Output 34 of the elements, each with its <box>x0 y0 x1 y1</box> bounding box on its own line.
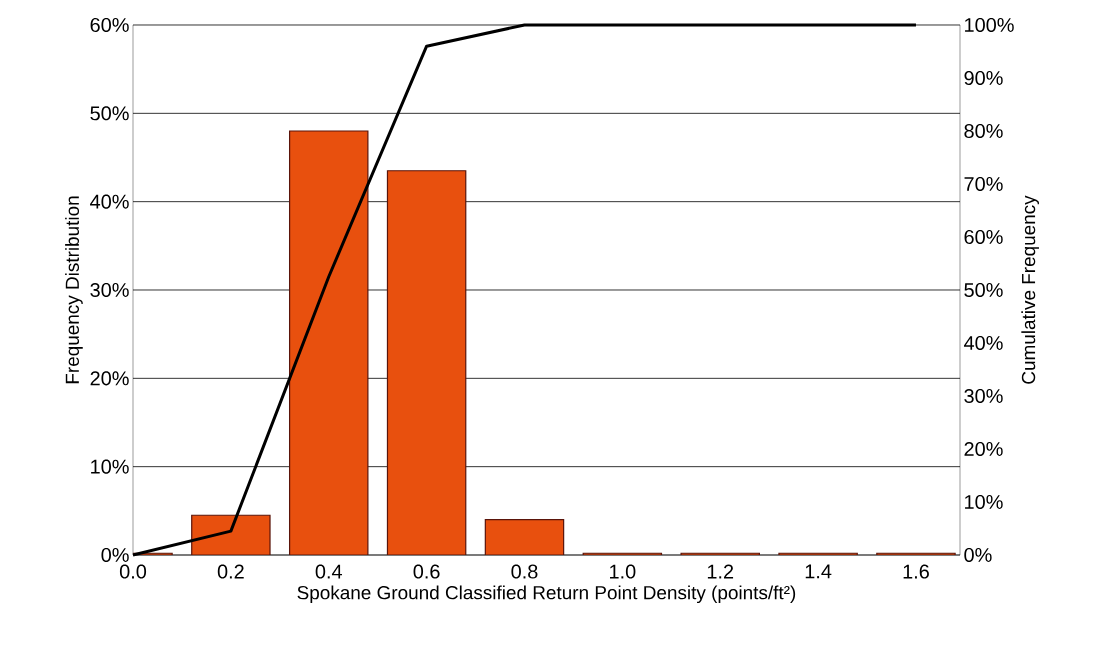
x-axis-title: Spokane Ground Classified Return Point Density (points/ft²) <box>297 585 796 604</box>
y-tick-label: 20% <box>90 371 129 386</box>
y-axis-title: Frequency Distribution <box>65 196 83 384</box>
bar <box>288 130 369 555</box>
y2-tick-label: 0% <box>964 547 992 563</box>
y2-tick-label: 90% <box>964 70 1003 86</box>
y2-tick-label: 100% <box>965 17 1014 33</box>
y-tick-label: 0% <box>101 547 129 563</box>
bar <box>191 514 271 555</box>
y2-tick-label: 50% <box>964 282 1003 298</box>
x-tick-label: 0.0 <box>119 564 147 579</box>
y2-tick-label: 70% <box>964 176 1003 192</box>
y-tick-label: 60% <box>90 17 129 33</box>
x-tick-label: 0.2 <box>217 564 244 579</box>
y2-tick-label: 40% <box>963 335 1003 351</box>
y2-tick-label: 20% <box>964 441 1003 457</box>
y2-tick-label: 10% <box>965 494 1003 510</box>
y2-tick-label: 30% <box>964 388 1003 404</box>
y2-tick-label: 80% <box>964 123 1003 139</box>
y-tick-label: 50% <box>90 106 129 121</box>
y2-axis-title: Cumulative Frequency <box>1021 195 1039 384</box>
y-tick-label: 30% <box>90 282 129 298</box>
y2-tick-label: 60% <box>964 229 1003 245</box>
x-tick-label: 1.0 <box>610 564 636 579</box>
x-tick-label: 0.8 <box>511 564 538 579</box>
x-tick-label: 1.6 <box>903 564 929 579</box>
bar <box>386 170 467 555</box>
y-tick-label: 10% <box>91 459 129 474</box>
x-tick-label: 1.4 <box>805 564 832 579</box>
x-tick-label: 0.6 <box>413 564 440 579</box>
bar <box>484 519 565 555</box>
x-tick-label: 0.4 <box>315 564 343 579</box>
y-tick-label: 40% <box>90 194 129 209</box>
x-tick-label: 1.2 <box>707 564 734 579</box>
